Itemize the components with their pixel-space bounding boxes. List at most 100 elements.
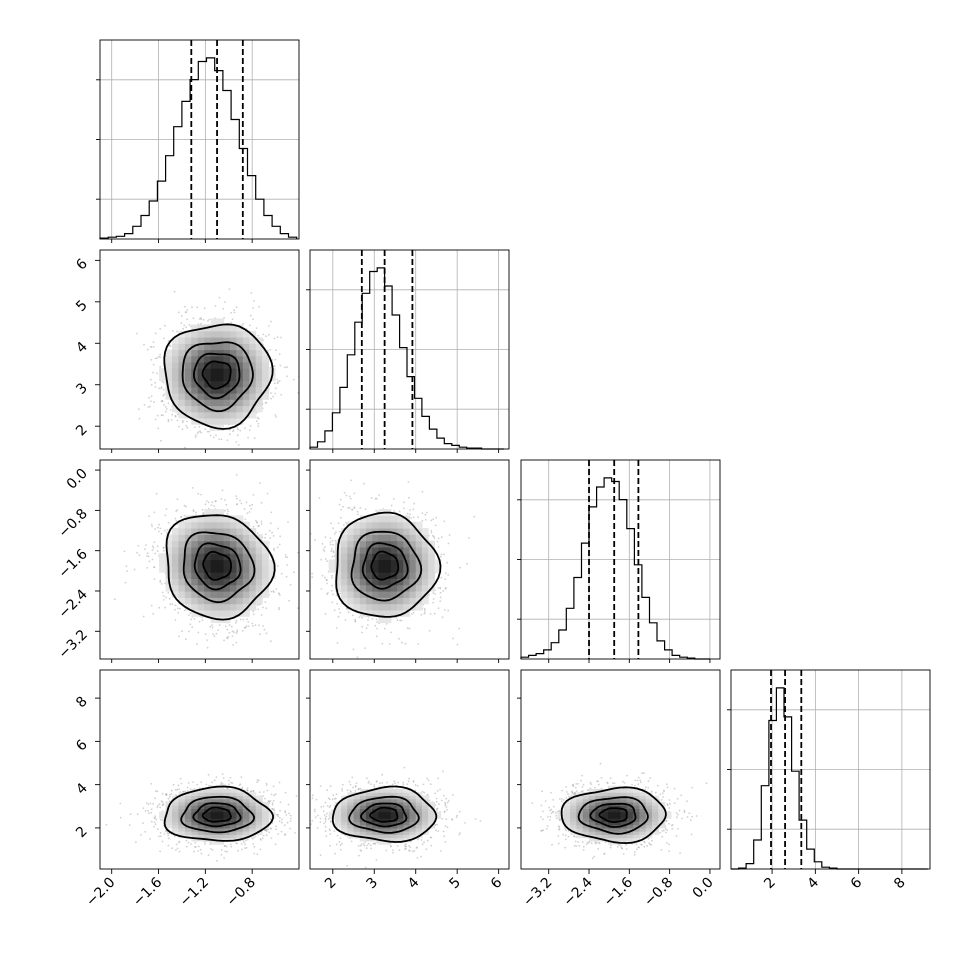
scatter-point	[345, 607, 348, 610]
scatter-point	[194, 436, 197, 438]
scatter-point	[159, 581, 162, 583]
scatter-point	[214, 305, 217, 307]
scatter-point	[143, 404, 146, 406]
density-cell	[236, 411, 244, 419]
scatter-point	[260, 614, 263, 616]
scatter-point	[158, 530, 160, 533]
scatter-point	[264, 601, 267, 603]
scatter-point	[256, 604, 259, 606]
scatter-point	[350, 479, 352, 482]
scatter-point	[169, 409, 172, 411]
scatter-point	[224, 625, 227, 628]
scatter-point	[236, 630, 239, 633]
scatter-point	[407, 481, 410, 483]
scatter-point	[262, 606, 264, 609]
density-cell	[242, 380, 250, 388]
density-cell	[242, 393, 250, 400]
density-cell	[197, 559, 205, 567]
density-cell	[172, 584, 179, 592]
scatter-point	[156, 372, 159, 375]
density-cell	[255, 546, 263, 554]
density-cell	[204, 565, 212, 573]
density-cell	[204, 355, 212, 363]
scatter-point	[257, 525, 259, 528]
scatter-point	[247, 620, 250, 623]
scatter-point	[240, 502, 243, 505]
scatter-point	[192, 509, 195, 511]
scatter-point	[138, 417, 141, 420]
scatter-point	[224, 301, 226, 303]
density-cell	[184, 349, 192, 357]
scatter-point	[153, 578, 156, 580]
density-cell	[184, 572, 192, 579]
contour-line	[182, 531, 256, 604]
scatter-point	[200, 318, 203, 320]
scatter-point	[147, 555, 150, 558]
density-cell	[249, 330, 257, 338]
scatter-point	[154, 552, 157, 555]
density-cell	[172, 559, 179, 567]
scatter-point	[412, 516, 415, 519]
scatter-point	[336, 602, 338, 605]
density-cell	[191, 553, 199, 561]
scatter-point	[329, 537, 332, 540]
density-cell	[242, 534, 250, 542]
density-cell	[165, 374, 173, 382]
scatter-point	[158, 606, 161, 609]
density-cell	[229, 324, 237, 332]
scatter-point	[188, 630, 190, 633]
scatter-point	[218, 624, 221, 626]
density-cell	[255, 355, 263, 363]
scatter-point	[223, 639, 226, 642]
scatter-point	[163, 393, 166, 396]
scatter-point	[265, 401, 268, 404]
density-cell	[217, 405, 225, 413]
density-cell	[165, 534, 173, 542]
scatter-point	[278, 592, 280, 595]
scatter-point	[174, 414, 177, 417]
density-cell	[165, 349, 173, 357]
scatter-point	[432, 518, 435, 521]
scatter-point	[268, 529, 271, 532]
scatter-point	[242, 323, 245, 325]
density-cell	[229, 597, 237, 605]
scatter-point	[440, 553, 443, 556]
scatter-panel-0-2	[99, 459, 300, 660]
density-cell	[197, 515, 205, 523]
scatter-point	[270, 397, 272, 400]
scatter-point	[167, 402, 170, 405]
scatter-point	[148, 515, 151, 518]
density-cell	[204, 393, 212, 400]
density-cell	[191, 349, 199, 357]
scatter-point	[406, 627, 409, 630]
scatter-point	[214, 500, 217, 503]
scatter-point	[168, 597, 171, 600]
scatter-point	[417, 516, 420, 518]
scatter-point	[264, 533, 267, 535]
density-cell	[197, 546, 205, 554]
scatter-point	[217, 629, 220, 631]
scatter-point	[286, 556, 289, 559]
density-cell	[191, 546, 199, 554]
scatter-point	[433, 612, 436, 615]
scatter-point	[257, 425, 260, 427]
scatter-point	[215, 434, 217, 437]
density-cell	[204, 559, 212, 567]
density-cell	[255, 572, 263, 579]
scatter-point	[163, 404, 166, 406]
density-cell	[249, 361, 257, 369]
scatter-point	[258, 305, 260, 308]
density-cell	[262, 374, 270, 382]
density-cell	[197, 349, 205, 357]
density-cell	[229, 399, 237, 407]
density-cell	[236, 399, 244, 407]
scatter-point	[279, 364, 282, 367]
density-cell	[210, 349, 218, 357]
scatter-point	[324, 558, 327, 560]
scatter-point	[148, 560, 151, 563]
density-cell	[191, 597, 199, 605]
scatter-point	[243, 626, 246, 629]
scatter-point	[200, 431, 203, 434]
scatter-point	[186, 426, 189, 429]
scatter-point	[343, 491, 346, 494]
